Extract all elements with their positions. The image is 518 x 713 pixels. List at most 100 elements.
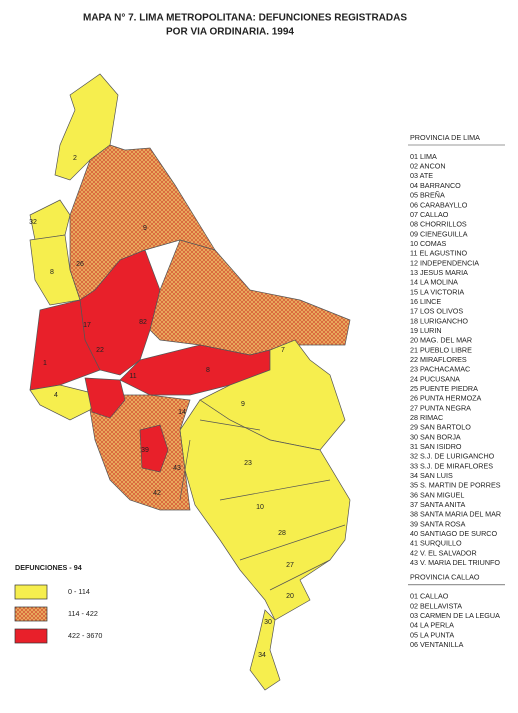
district-entry: 26 PUNTA HERMOZA [410,394,482,403]
district-entry: 01 CALLAO [410,592,449,601]
district-number: 23 [244,460,252,467]
district-region [54,73,119,181]
district-entry: 05 LA PUNTA [410,630,454,639]
district-entry: 18 LURIGANCHO [410,316,468,325]
district-region [249,609,281,691]
district-entry: 08 CHORRILLOS [410,220,467,229]
district-number: 32 [29,219,37,226]
district-entry: 15 LA VICTORIA [410,287,464,296]
district-entry: 04 LA PERLA [410,621,454,630]
district-entry: 03 CARMEN DE LA LEGUA [410,611,500,620]
district-number: 20 [286,593,294,600]
legend-label: 114 - 422 [68,609,98,618]
district-number: 22 [96,347,104,354]
district-entry: 42 V. EL SALVADOR [410,548,477,557]
district-entry: 17 LOS OLIVOS [410,307,463,316]
district-entry: 24 PUCUSANA [410,374,460,383]
district-number: 42 [153,490,161,497]
district-number: 26 [76,261,84,268]
district-entry: 19 LURIN [410,326,442,335]
district-entry: 25 PUENTE PIEDRA [410,384,478,393]
district-entry: 02 BELLAVISTA [410,601,462,610]
map-labels: 2329826821722178923102827203034434239414… [29,155,294,659]
district-border [239,524,346,561]
district-number: 14 [178,409,186,416]
district-entry: 06 VENTANILLA [410,640,464,649]
district-region [29,384,101,421]
district-entry: 38 SANTA MARIA DEL MAR [410,510,501,519]
district-entry: 03 ATE [410,171,433,180]
district-entry: 32 S.J. DE LURIGANCHO [410,452,495,461]
district-border [199,419,261,431]
district-region [29,199,71,241]
province-heading: PROVINCIA CALLAO [410,573,480,582]
district-entry: 21 PUEBLO LIBRE [410,345,472,354]
district-number: 82 [139,319,147,326]
district-entry: 36 SAN MIGUEL [410,490,464,499]
district-number: 43 [173,465,181,472]
district-number: 8 [206,367,210,374]
title: MAPA N° 7. LIMA METROPOLITANA: DEFUNCION… [83,13,407,24]
district-entry: 13 JESUS MARIA [410,268,468,277]
district-number: 4 [54,392,58,399]
district-entry: 27 PUNTA NEGRA [410,403,471,412]
district-entry: 37 SANTA ANITA [410,500,465,509]
district-border [179,439,191,501]
legend-swatch [14,628,48,644]
district-entry: 07 CALLAO [410,210,449,219]
district-number: 30 [264,619,272,626]
legend-swatch [14,584,48,600]
district-entry: 41 SURQUILLO [410,539,462,548]
district-entry: 10 COMAS [410,239,447,248]
district-entry: 29 SAN BARTOLO [410,423,471,432]
title: POR VIA ORDINARIA. 1994 [166,27,294,38]
legend-swatch [14,606,48,622]
legend: DEFUNCIONES - 94 0 - 114 114 - 422 422 - 36… [14,563,102,644]
district-region [29,299,101,391]
district-entry: 34 SAN LUIS [410,471,453,480]
district-entry: 20 MAG. DEL MAR [410,336,472,345]
district-number: 9 [143,225,147,232]
district-entry: 22 MIRAFLORES [410,355,467,364]
district-entry: 30 SAN BORJA [410,432,461,441]
district-entry: 11 EL AGUSTINO [410,249,468,258]
district-entry: 09 CIENEGUILLA [410,229,468,238]
district-entry: 23 PACHACAMAC [410,365,470,374]
district-number: 7 [281,347,285,354]
district-entry: 35 S. MARTIN DE PORRES [410,481,501,490]
district-entry: 12 INDEPENDENCIA [410,258,479,267]
district-number: 1 [43,360,47,367]
district-number: 11 [129,373,136,380]
district-number: 28 [278,530,286,537]
legend-label: 422 - 3670 [68,631,102,640]
district-region [139,424,169,473]
district-region [89,394,191,511]
legend-title: DEFUNCIONES - 94 [15,563,82,572]
district-region [84,377,126,419]
district-entry: 40 SANTIAGO DE SURCO [410,529,497,538]
district-number: 17 [83,322,91,329]
district-border [219,479,331,501]
district-number: 34 [258,652,266,659]
district-entry: 39 SANTA ROSA [410,519,466,528]
district-entry: 14 LA MOLINA [410,278,458,287]
district-number: 27 [286,562,294,569]
district-border [269,559,331,591]
district-entry: 43 V. MARIA DEL TRIUNFO [410,558,500,567]
district-entry: 05 BREÑA [410,191,445,200]
district-entry: 02 ANCON [410,162,446,171]
district-number: 9 [241,401,245,408]
district-entry: 28 RIMAC [410,413,443,422]
district-number: 10 [256,504,264,511]
district-number: 39 [141,447,149,454]
district-number: 2 [73,155,77,162]
district-number: 8 [50,269,54,276]
district-region [149,239,351,356]
province-heading: PROVINCIA DE LIMA [410,133,480,142]
district-entry: 16 LINCE [410,297,441,306]
district-entry: 31 SAN ISIDRO [410,442,462,451]
district-entry: 04 BARRANCO [410,181,461,190]
district-entry: 33 S.J. DE MIRAFLORES [410,461,493,470]
